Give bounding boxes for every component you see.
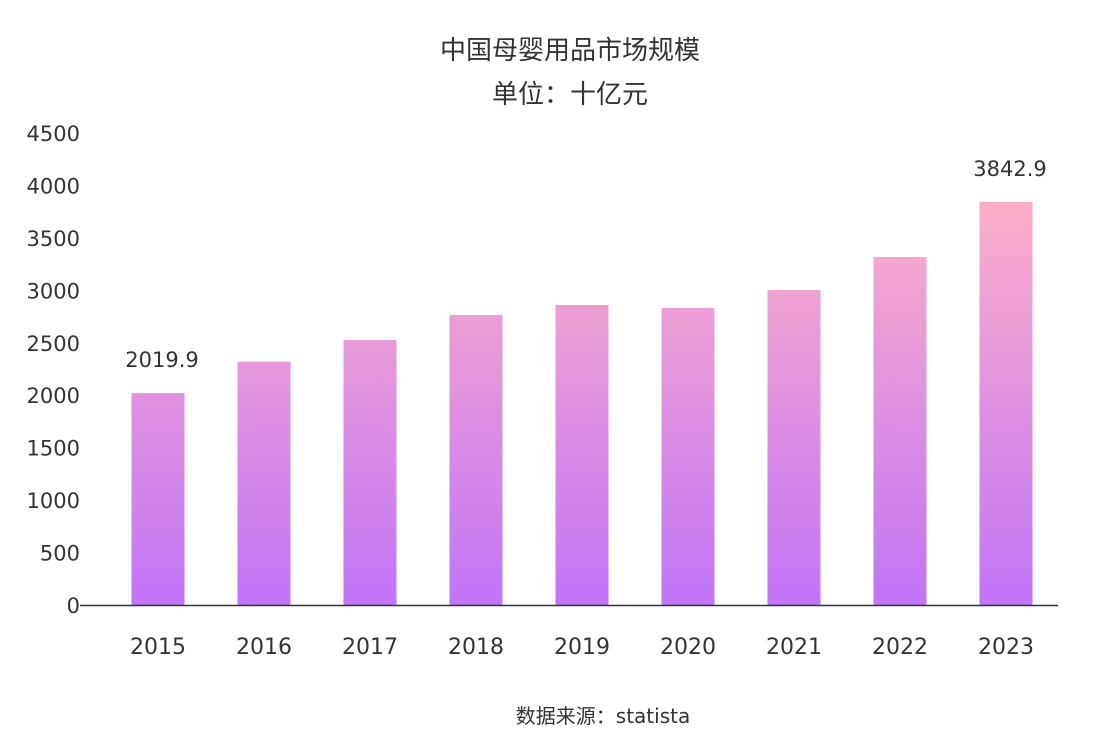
bar-2022 xyxy=(873,256,927,605)
y-tick-label: 4000 xyxy=(27,174,80,198)
y-tick-label: 1500 xyxy=(27,437,80,461)
y-tick-label: 4500 xyxy=(27,122,80,146)
x-tick-label: 2023 xyxy=(978,635,1034,660)
bar-2021 xyxy=(767,290,821,605)
x-tick-label: 2019 xyxy=(554,635,610,660)
y-tick-label: 0 xyxy=(67,594,80,618)
x-tick-label: 2017 xyxy=(342,635,398,660)
x-tick-label: 2020 xyxy=(660,635,716,660)
bar-2018 xyxy=(449,314,503,605)
y-tick-label: 3000 xyxy=(27,279,80,303)
bar-2017 xyxy=(343,340,397,605)
bar-2020 xyxy=(661,307,715,605)
x-tick-label: 2021 xyxy=(766,635,822,660)
chart-subtitle: 单位：十亿元 xyxy=(491,80,648,110)
x-tick-label: 2016 xyxy=(236,635,292,660)
data-label: 3842.9 xyxy=(973,157,1046,181)
y-tick-label: 500 xyxy=(40,542,80,566)
chart-title: 中国母婴用品市场规模 xyxy=(439,36,700,66)
x-tick-label: 2015 xyxy=(130,635,186,660)
bar-2015 xyxy=(131,393,185,605)
bar-2023 xyxy=(979,201,1033,605)
bar-2016 xyxy=(237,361,291,605)
x-tick-label: 2018 xyxy=(448,635,504,660)
data-label: 2019.9 xyxy=(125,348,198,372)
source-note: 数据来源：statista xyxy=(515,704,691,728)
bar-2019 xyxy=(555,305,609,605)
y-tick-label: 2500 xyxy=(27,332,80,356)
y-tick-label: 3500 xyxy=(27,227,80,251)
y-tick-label: 1000 xyxy=(27,489,80,513)
y-tick-label: 2000 xyxy=(27,384,80,408)
x-tick-label: 2022 xyxy=(872,635,928,660)
